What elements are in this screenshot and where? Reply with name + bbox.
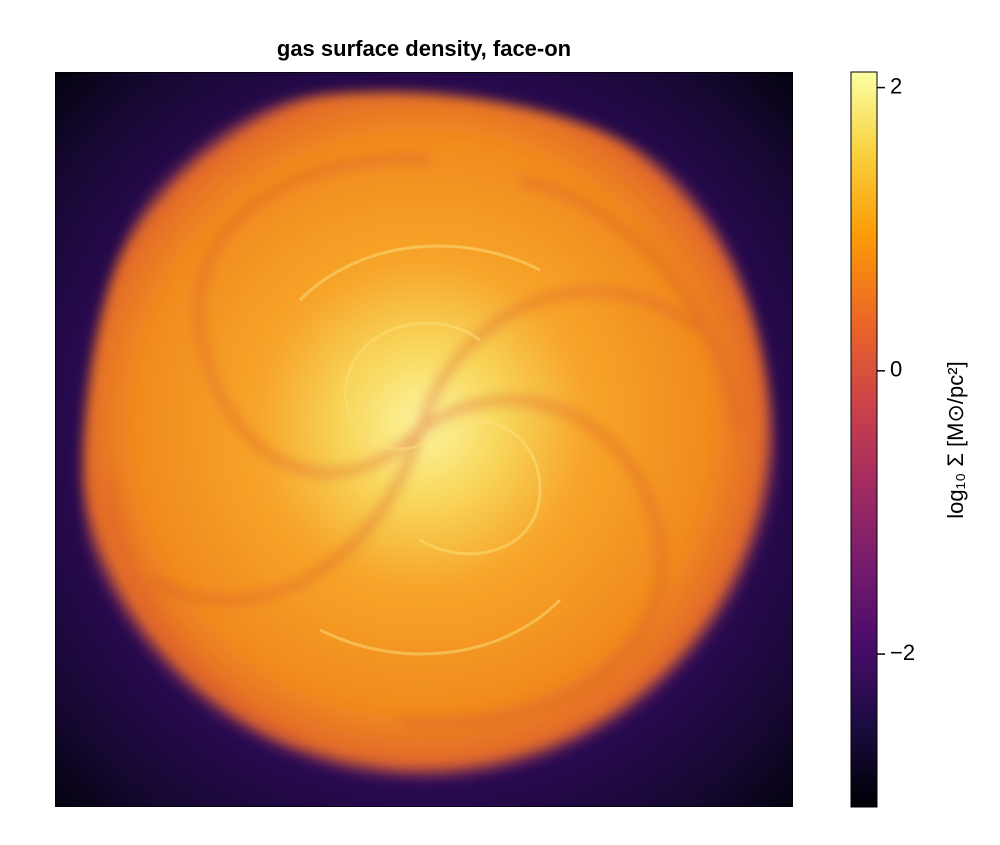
colorbar-tick-label: 0 <box>890 357 902 382</box>
chart-title: gas surface density, face-on <box>277 36 571 61</box>
colorbar-label: log₁₀ Σ [M⊙/pc²] <box>943 361 968 518</box>
colorbar <box>850 71 878 808</box>
density-image <box>55 72 793 807</box>
colorbar-tick-label: −2 <box>890 640 915 665</box>
colorbar-tick-label: 2 <box>890 73 902 98</box>
